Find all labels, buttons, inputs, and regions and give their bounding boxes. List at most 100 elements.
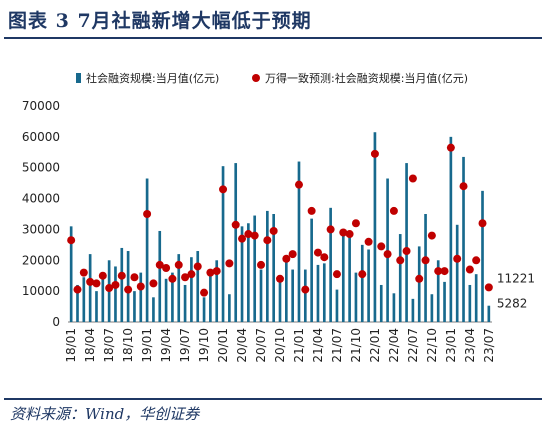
bar: [424, 214, 427, 322]
bar: [177, 254, 181, 322]
end-labels: 5282 11221: [497, 271, 535, 310]
bar: [462, 156, 465, 322]
dot: [377, 242, 386, 251]
legend-bar-label: 社会融资规模:当月值(亿元): [86, 71, 219, 85]
x-tick-label: 20/10: [273, 328, 287, 363]
y-tick-label: 30000: [22, 222, 60, 236]
bar: [190, 257, 193, 322]
bar: [152, 297, 155, 322]
bar: [303, 269, 307, 322]
bar: [272, 214, 276, 322]
bar: [215, 260, 219, 322]
dot: [257, 260, 266, 269]
dot: [383, 250, 392, 259]
bar: [443, 281, 446, 322]
bar: [145, 178, 149, 322]
bar: [253, 215, 257, 322]
legend-bar-swatch: [76, 73, 81, 83]
legend-dot-label: 万得一致预测:社会融资规模:当月值(亿元): [265, 71, 468, 85]
x-tick-label: 18/01: [64, 328, 78, 363]
bar: [291, 269, 294, 322]
dot: [301, 285, 310, 294]
dot: [98, 271, 107, 280]
x-tick-label: 20/04: [235, 328, 249, 363]
dot: [408, 174, 417, 183]
y-tick-label: 60000: [22, 130, 60, 144]
bottom-rule: [4, 398, 542, 400]
bar: [139, 272, 143, 322]
dot: [402, 247, 411, 256]
bar-series: [69, 132, 491, 322]
dot: [263, 236, 272, 245]
bar: [481, 190, 484, 322]
bar: [82, 277, 86, 322]
bar: [240, 226, 244, 322]
bar: [114, 266, 117, 322]
dot: [345, 230, 354, 239]
dot: [453, 254, 462, 263]
dot: [358, 270, 367, 279]
bar: [405, 163, 408, 322]
x-tick-label: 19/01: [140, 328, 154, 363]
bar: [221, 166, 225, 322]
dot: [206, 268, 215, 277]
y-tick-label: 10000: [22, 284, 60, 298]
dot: [187, 270, 196, 279]
dot: [484, 283, 493, 292]
dot: [200, 288, 209, 297]
dot: [181, 273, 190, 282]
bar: [209, 269, 212, 322]
bar: [335, 289, 339, 322]
dot: [212, 267, 221, 276]
dot: [117, 271, 126, 280]
bar: [329, 207, 332, 322]
bar: [474, 274, 478, 322]
dot: [225, 259, 234, 268]
bar: [468, 284, 472, 322]
dot: [244, 230, 253, 239]
x-tick-label: 21/01: [292, 328, 306, 363]
x-tick-label: 18/10: [121, 328, 135, 363]
dot: [168, 274, 177, 283]
bar: [367, 249, 370, 322]
bar: [310, 218, 313, 322]
dot: [396, 256, 405, 265]
bar: [158, 230, 162, 322]
dot: [459, 182, 468, 191]
x-tick-label: 21/04: [311, 328, 325, 363]
dot: [250, 231, 259, 240]
bar: [164, 278, 168, 322]
y-tick-label: 50000: [22, 161, 60, 175]
dot: [446, 143, 455, 152]
bar: [69, 226, 73, 322]
dot: [124, 285, 133, 294]
bar: [430, 294, 434, 322]
dot: [86, 277, 95, 286]
dot: [288, 250, 297, 259]
dot: [370, 149, 379, 158]
x-tick-label: 20/01: [216, 328, 230, 363]
x-tick-label: 22/01: [368, 328, 382, 363]
bar: [202, 297, 206, 322]
bar: [417, 246, 421, 322]
bar: [316, 264, 320, 322]
y-tick-label: 40000: [22, 192, 60, 206]
bar: [133, 291, 136, 322]
bar: [297, 161, 301, 322]
bar: [278, 278, 282, 322]
x-tick-label: 21/07: [330, 328, 344, 363]
figure-title: 图表 3 7月社融新增大幅低于预期: [8, 10, 312, 32]
x-tick-label: 22/04: [387, 328, 401, 363]
dot: [415, 274, 424, 283]
bar: [266, 210, 269, 322]
bar: [171, 272, 174, 322]
dot: [105, 284, 114, 293]
dot: [440, 267, 449, 276]
dot: [332, 270, 341, 279]
dot: [307, 206, 316, 215]
dot: [155, 260, 164, 269]
bar: [228, 294, 231, 322]
dot: [478, 219, 487, 228]
dot: [421, 256, 430, 265]
bar: [88, 254, 92, 322]
